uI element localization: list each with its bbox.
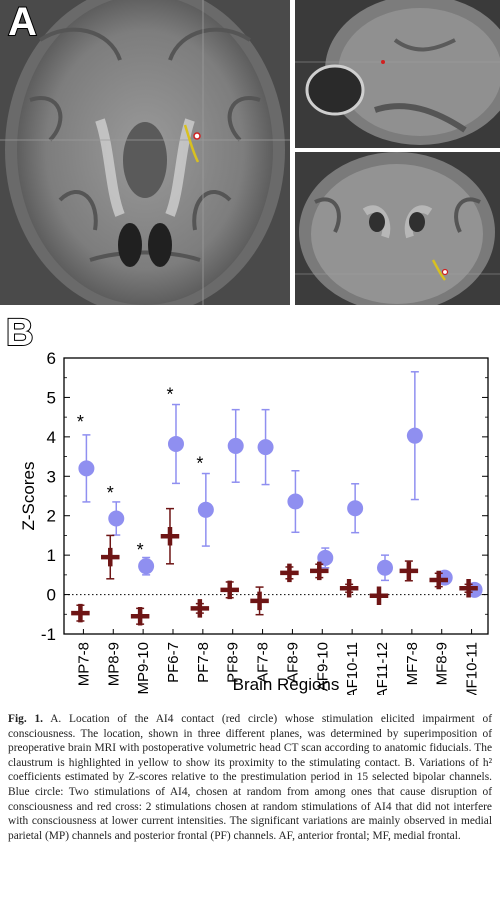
- x-tick-label: PF8-9: [225, 642, 242, 683]
- significance-star: *: [107, 483, 114, 503]
- data-point-cross: [220, 580, 239, 600]
- caption-text: A. Location of the AI4 contact (red circ…: [8, 713, 492, 842]
- significance-star: *: [137, 540, 144, 560]
- y-tick-label: 1: [47, 546, 56, 565]
- data-point-cross: [339, 579, 359, 598]
- data-point-circle: [257, 439, 274, 456]
- sagittal-mri-image: [295, 0, 500, 148]
- significance-star: *: [77, 412, 84, 432]
- data-point-circle: [78, 460, 95, 477]
- figure-caption: Fig. 1. A. Location of the AI4 contact (…: [8, 712, 492, 843]
- data-point-cross: [250, 591, 269, 611]
- x-tick-label: AF7-8: [255, 642, 272, 683]
- y-tick-label: 6: [47, 349, 56, 368]
- panel-a-label: A: [7, 0, 38, 45]
- x-tick-label: PF6-7: [165, 642, 182, 683]
- data-point-cross: [429, 570, 448, 590]
- y-tick-label: 0: [47, 586, 56, 605]
- y-tick-label: 4: [47, 428, 56, 447]
- z-score-chart: -1 0 1 2 3 4 5 6 Z-Scores MP7-8 MP8-9 MP9-10 PF6-7 PF…: [19, 349, 489, 701]
- data-point-circle: [167, 435, 184, 452]
- y-tick-label: 3: [47, 467, 56, 486]
- y-tick-label: -1: [41, 625, 56, 644]
- data-point-cross: [399, 561, 419, 581]
- x-tick-label: PF7-8: [195, 642, 212, 683]
- figure-panel-a: A: [0, 0, 500, 310]
- axial-mri-image: [0, 0, 290, 305]
- x-tick-label: MP9-10: [135, 642, 152, 695]
- data-point-cross: [130, 607, 150, 626]
- data-point-circle: [287, 493, 304, 510]
- x-tick-label: AF8-9: [284, 642, 301, 683]
- y-tick-label: 5: [47, 388, 56, 407]
- x-tick-label: AF10-11: [344, 642, 361, 695]
- data-point-cross: [310, 561, 329, 581]
- panel-b-label: B: [5, 311, 34, 355]
- x-tick-label: MF10-11: [464, 642, 481, 695]
- figure-panel-b: -1 0 1 2 3 4 5 6 Z-Scores MP7-8 MP8-9 MP9-10 PF6-7 PF…: [0, 310, 500, 701]
- data-point-circle: [227, 437, 244, 454]
- x-tick-label: MP8-9: [105, 642, 122, 686]
- data-point-circle: [377, 559, 393, 576]
- caption-figure-label: Fig. 1.: [8, 713, 44, 725]
- data-point-circle: [138, 558, 155, 575]
- y-axis-label: Z-Scores: [19, 462, 38, 531]
- x-tick-label: MF7-8: [404, 642, 421, 685]
- data-point-cross: [101, 547, 120, 567]
- data-point-circle: [108, 510, 125, 527]
- data-point-circle: [347, 500, 364, 517]
- data-point-cross: [71, 603, 90, 623]
- x-tick-label: MP7-8: [75, 642, 92, 686]
- data-point-circle: [406, 427, 423, 444]
- significance-star: *: [196, 453, 203, 473]
- x-tick-label: AF9-10: [314, 642, 331, 691]
- data-point-cross: [280, 563, 299, 583]
- data-point-cross: [190, 599, 210, 618]
- y-tick-label: 2: [47, 507, 56, 526]
- data-point-cross: [459, 579, 478, 598]
- data-point-cross: [369, 586, 389, 606]
- significance-star: *: [166, 384, 173, 404]
- coronal-mri-image: [295, 152, 500, 305]
- x-tick-label: MF8-9: [434, 642, 451, 685]
- plot-frame: [63, 357, 489, 635]
- data-point-cross: [160, 526, 180, 546]
- x-tick-label: AF11-12: [374, 642, 391, 695]
- data-point-circle: [197, 501, 214, 518]
- x-axis-label: Brain Regions: [233, 675, 340, 694]
